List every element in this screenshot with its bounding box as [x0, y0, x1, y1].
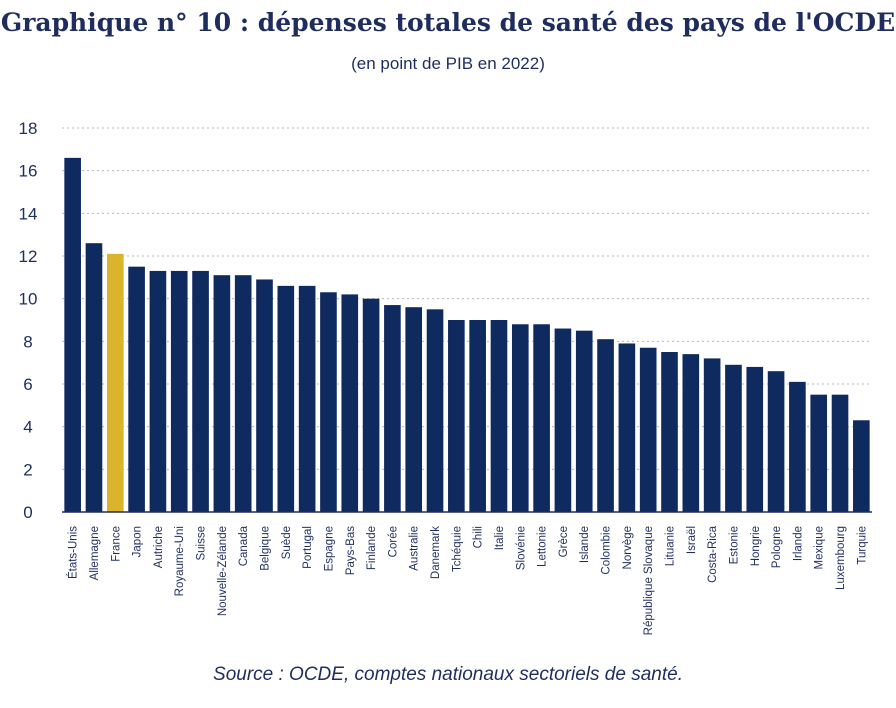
bar [746, 366, 764, 512]
bar [810, 394, 828, 512]
x-tick-label: Colombie [601, 526, 613, 575]
x-tick-label: Lituanie [665, 526, 677, 566]
x-tick-label: Lettonie [537, 526, 549, 567]
bar [725, 364, 742, 512]
x-tick-label: Nouvelle-Zélande [217, 526, 229, 616]
y-tick-label: 2 [23, 460, 32, 479]
bar [128, 266, 145, 512]
x-tick-label: États-Unis [67, 526, 80, 579]
y-tick-label: 12 [19, 247, 38, 266]
x-tick-label: Mexique [814, 526, 826, 569]
x-tick-label: Pologne [771, 526, 783, 568]
bar [703, 358, 721, 512]
bar [85, 243, 103, 512]
bar [618, 343, 636, 512]
chart-subtitle: (en point de PIB en 2022) [351, 54, 545, 73]
bar [469, 320, 486, 512]
y-tick-label: 8 [23, 332, 32, 351]
bar [298, 285, 316, 512]
bar [106, 253, 124, 512]
x-tick-label: Royaume-Uni [174, 526, 186, 596]
bar [426, 309, 444, 512]
x-tick-label: Hongrie [750, 526, 762, 566]
bar [789, 381, 806, 512]
bar [170, 270, 188, 512]
x-tick-label: Portugal [302, 526, 314, 569]
x-tick-label: Suisse [196, 526, 208, 561]
x-tick-label: Suède [281, 526, 293, 559]
x-tick-label: Italie [494, 526, 506, 550]
bar [661, 352, 678, 512]
bar [853, 420, 870, 512]
x-tick-label: Grèce [558, 526, 570, 557]
x-tick-label: Japon [132, 526, 144, 557]
x-tick-label: Islande [579, 526, 591, 563]
bar [682, 354, 700, 512]
x-tick-label: Autriche [153, 526, 165, 568]
bar [149, 270, 167, 512]
x-tick-label: Allemagne [89, 526, 101, 580]
bar [341, 294, 359, 512]
x-tick-label: Irlande [792, 526, 804, 561]
bar [320, 292, 337, 512]
y-tick-label: 0 [23, 503, 32, 522]
bar [511, 324, 529, 512]
bar [405, 307, 423, 512]
x-tick-label: Estonie [728, 526, 740, 564]
chart-source: Source : OCDE, comptes nationaux sectori… [213, 664, 683, 685]
y-tick-label: 10 [19, 290, 38, 309]
bar [767, 371, 785, 512]
y-tick-label: 18 [19, 119, 38, 138]
x-tick-label: Costa-Rica [707, 525, 719, 582]
y-tick-label: 6 [23, 375, 32, 394]
bar [554, 328, 572, 512]
bar [64, 157, 81, 512]
x-tick-label: France [110, 526, 122, 562]
bar-chart: 0 2 4 6 8 10 12 14 16 18 États-Unis Allemagne France… [19, 119, 872, 635]
x-tick-label: Espagne [323, 526, 335, 571]
bar [192, 270, 209, 512]
x-tick-label: Pays-Bas [345, 526, 357, 575]
bar [575, 330, 593, 512]
x-tick-label: Belgique [260, 526, 272, 571]
x-tick-label: Finlande [366, 526, 378, 570]
y-tick-label: 16 [19, 162, 38, 181]
bar [384, 305, 401, 512]
bar [831, 394, 849, 512]
y-tick-label: 14 [19, 204, 38, 223]
bar [448, 320, 465, 512]
x-tick-label: Canada [238, 525, 250, 566]
bar [213, 275, 231, 512]
x-tick-label: Norvège [622, 526, 634, 569]
bar [533, 324, 550, 512]
x-tick-label: Danemark [430, 526, 442, 579]
bar [256, 279, 273, 512]
x-tick-label: République Slovaque [643, 526, 655, 635]
x-tick-label: Tchéquie [451, 526, 463, 572]
bar [639, 347, 657, 512]
bar [234, 275, 252, 512]
x-tick-label: Corée [387, 526, 399, 557]
bar [277, 285, 295, 512]
bar [362, 298, 380, 512]
x-tick-label: Slovénie [515, 526, 527, 570]
bar [597, 339, 614, 512]
x-tick-label: Australie [409, 526, 421, 571]
x-tick-label: Chili [473, 526, 485, 548]
x-tick-label: Israël [686, 526, 698, 554]
x-tick-label: Luxembourg [835, 526, 847, 590]
chart-title: Graphique n° 10 : dépenses totales de sa… [0, 8, 896, 37]
bar [490, 320, 508, 512]
x-tick-label: Turquie [856, 526, 868, 565]
y-tick-label: 4 [23, 418, 32, 437]
